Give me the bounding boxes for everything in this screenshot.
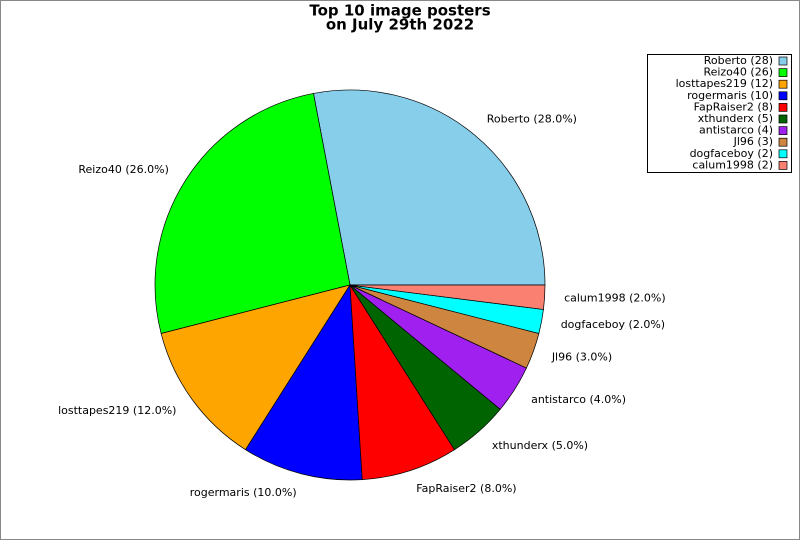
- slice-label: rogermaris (10.0%): [190, 486, 297, 499]
- legend-label: xthunderx (5): [698, 112, 773, 125]
- slice-label: losttapes219 (12.0%): [58, 404, 176, 417]
- legend-swatch: [778, 91, 788, 101]
- legend-label: Roberto (28): [704, 54, 773, 67]
- pie-slice: [245, 283, 363, 481]
- slice-label: dogfaceboy (2.0%): [561, 318, 665, 331]
- slice-label: Roberto (28.0%): [487, 113, 577, 126]
- legend-label: FapRaiser2 (8): [694, 100, 773, 113]
- legend-label: losttapes219 (12): [676, 77, 773, 90]
- chart-title: on July 29th 2022: [326, 16, 474, 34]
- pie-slice: [154, 93, 351, 334]
- legend-label: calum1998 (2): [692, 158, 773, 171]
- slice-label: calum1998 (2.0%): [564, 291, 666, 304]
- legend-label: antistarco (4): [699, 124, 773, 137]
- legend-swatch: [778, 114, 788, 124]
- legend-swatch: [778, 149, 788, 159]
- pie-slice: [160, 284, 351, 451]
- legend-swatch: [778, 68, 788, 77]
- legend-swatch: [778, 137, 788, 147]
- slice-label: antistarco (4.0%): [531, 393, 626, 406]
- legend-swatch: [778, 56, 788, 66]
- legend-swatch: [778, 79, 788, 89]
- legend-label: dogfaceboy (2): [690, 147, 773, 160]
- legend-box: [647, 54, 792, 173]
- legend-swatch: [778, 126, 788, 135]
- slice-label: Reizo40 (26.0%): [78, 163, 169, 176]
- legend-swatch: [778, 161, 788, 170]
- slice-label: Jl96 (3.0%): [551, 351, 612, 364]
- pie-slice: [349, 284, 546, 310]
- legend-label: Reizo40 (26): [703, 66, 773, 79]
- slice-label: xthunderx (5.0%): [492, 439, 588, 452]
- legend-label: Jl96 (3): [733, 135, 773, 148]
- chart-title: Top 10 image posters: [309, 2, 490, 20]
- pie-slice: [349, 284, 455, 480]
- slice-label: FapRaiser2 (8.0%): [416, 482, 516, 495]
- pie-slice: [313, 89, 546, 286]
- legend-label: rogermaris (10): [687, 89, 773, 102]
- legend-swatch: [778, 103, 788, 112]
